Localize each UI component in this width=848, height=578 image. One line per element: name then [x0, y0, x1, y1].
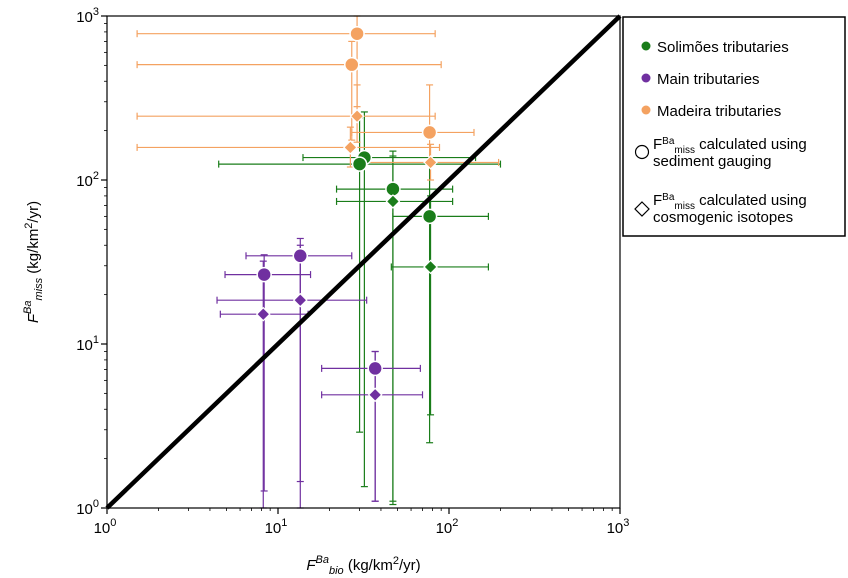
y-tick-label: 103 — [76, 6, 99, 26]
y-tick-label: 101 — [76, 334, 99, 354]
legend-madeira-marker — [641, 105, 651, 115]
legend-diamond-label-line1: FBamiss calculated using — [653, 192, 807, 212]
main-point-circle — [292, 248, 309, 264]
identity-line-layer — [105, 14, 622, 510]
madeira-point-diamond — [349, 108, 365, 124]
legend-circle-label-line2: sediment gauging — [653, 153, 771, 170]
legend-madeira-label: Madeira tributaries — [657, 103, 781, 120]
legend-diamond-marker — [634, 201, 650, 217]
legend-solimoes-marker — [641, 41, 651, 51]
solimoes-errorbar — [302, 111, 477, 488]
madeira-point-diamond — [343, 140, 358, 155]
plot-area — [105, 14, 622, 510]
main-point-diamond — [255, 306, 271, 322]
madeira-errorbar — [136, 15, 436, 108]
main-point-circle — [256, 266, 272, 283]
madeira-errorbar — [136, 40, 442, 141]
main-point-circle — [367, 360, 383, 377]
legend-diamond-label-line2: cosmogenic isotopes — [653, 209, 793, 226]
solimoes-point-circle — [385, 181, 401, 197]
x-tick-label: 102 — [436, 517, 459, 537]
madeira-errorbar — [136, 84, 436, 143]
madeira-errorbar — [351, 84, 475, 162]
main-errorbar — [216, 244, 368, 509]
madeira-errorbar — [136, 126, 441, 168]
legend-solimoes-label: Solimões tributaries — [657, 39, 789, 56]
solimoes-point-diamond — [423, 259, 438, 275]
solimoes-errorbar — [390, 195, 490, 416]
y-axis-label: FBamiss (kg/km2/yr) — [22, 201, 45, 323]
legend-main-label: Main tributaries — [657, 71, 760, 88]
legend-circle-label-line1: FBamiss calculated using — [653, 136, 807, 156]
solimoes-errorbar — [392, 160, 490, 444]
madeira-point-circle — [421, 124, 438, 141]
madeira-point-diamond — [423, 155, 438, 170]
main-point-diamond — [367, 387, 383, 403]
x-tick-label: 103 — [607, 517, 630, 537]
error-bars-layer — [136, 15, 502, 509]
x-axis: 100 101 102 103 — [94, 508, 630, 537]
main-errorbar — [224, 254, 312, 492]
legend: Solimões tributaries Main tributaries Ma… — [622, 16, 846, 237]
madeira-point-circle — [349, 25, 365, 42]
solimoes-errorbar — [335, 155, 454, 506]
legend-box — [622, 16, 846, 237]
x-tick-label: 101 — [265, 517, 288, 537]
y-axis: 100 101 102 103 — [76, 6, 107, 518]
y-tick-label: 102 — [76, 170, 99, 190]
solimoes-point-circle — [351, 156, 368, 172]
legend-circle-marker — [634, 144, 650, 160]
one-to-one-line — [105, 14, 622, 510]
solimoes-point-diamond — [385, 194, 401, 209]
markers-layer — [255, 25, 438, 403]
solimoes-point-circle — [421, 208, 438, 225]
y-tick-label: 100 — [76, 498, 99, 518]
madeira-point-circle — [344, 56, 360, 73]
x-tick-label: 100 — [94, 517, 117, 537]
plot-frame — [106, 15, 621, 509]
main-point-diamond — [292, 292, 308, 308]
x-axis-label: FBabio (kg/km2/yr) — [306, 554, 420, 577]
legend-main-marker — [641, 73, 651, 83]
